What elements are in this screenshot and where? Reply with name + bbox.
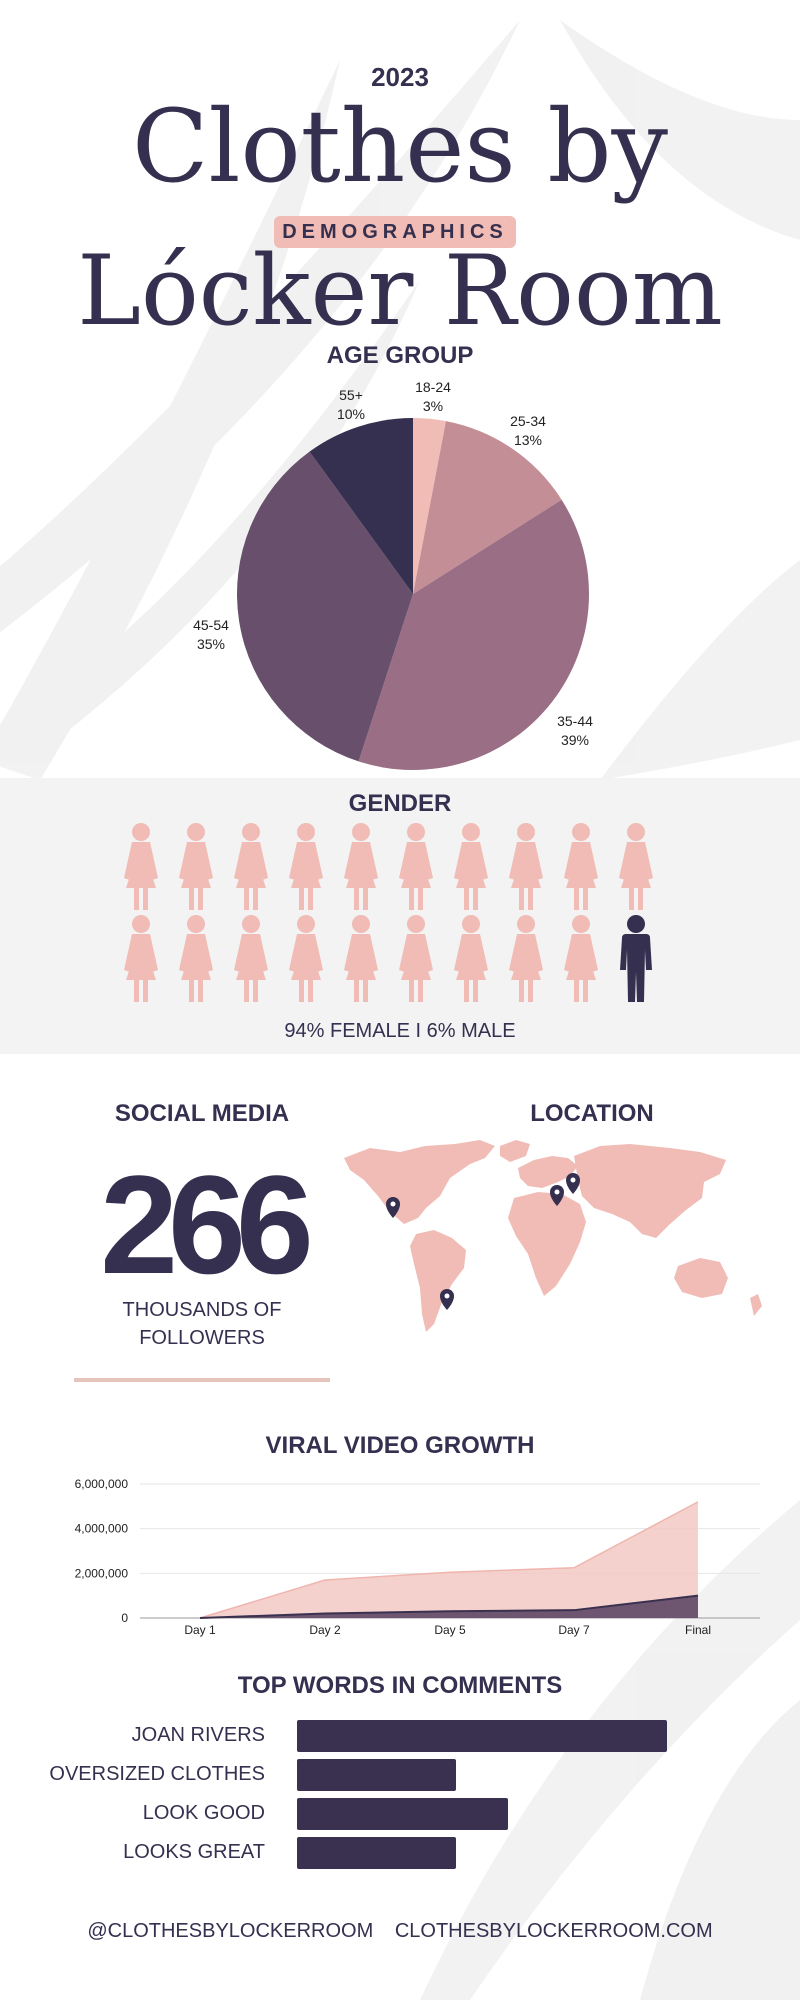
greenland-shape (500, 1140, 530, 1162)
australia-shape (674, 1258, 728, 1298)
age-group-title: AGE GROUP (326, 342, 474, 369)
male-person-icon (620, 915, 652, 1002)
pie-slice-55plus (309, 418, 413, 594)
female-person-icon (234, 915, 268, 1002)
location-pins (386, 1173, 580, 1310)
female-person-icon (124, 823, 158, 910)
viral-growth-chart: 6,000,000 4,000,000 2,000,000 0 Day 1 Day 2 Da… (75, 1477, 760, 1637)
pie-slice-25-34 (413, 421, 562, 594)
female-person-icon (564, 915, 598, 1002)
year-label: 2023 (371, 62, 429, 92)
female-person-icon (619, 823, 653, 910)
female-person-icon (509, 823, 543, 910)
female-person-icon (124, 915, 158, 1002)
word-label: JOAN RIVERS (131, 1724, 265, 1746)
pie-label-percent: 35% (196, 636, 226, 652)
north-america-shape (344, 1140, 495, 1224)
y-tick-label: 2,000,000 (75, 1566, 129, 1580)
word-bar (297, 1720, 667, 1752)
footer: @CLOTHESBYLOCKERROOM CLOTHESBYLOCKERROOM… (0, 1920, 800, 1943)
map-pin-icon (566, 1173, 580, 1194)
x-tick-label: Final (685, 1623, 711, 1637)
pie-label: 25-34 13% (488, 412, 568, 450)
x-tick-label: Day 5 (434, 1623, 466, 1637)
brand-title-line1: Clothes by (131, 88, 669, 205)
female-person-icon (179, 823, 213, 910)
area-series-2 (200, 1595, 698, 1618)
y-tick-label: 0 (121, 1611, 128, 1625)
pie-label-percent: 10% (336, 406, 366, 422)
pie-label-percent: 3% (422, 398, 444, 414)
y-tick-label: 4,000,000 (75, 1522, 129, 1536)
south-america-shape (410, 1230, 466, 1332)
area-series-line-1 (199, 1501, 699, 1619)
website-link: CLOTHESBYLOCKERROOM.COM (394, 1920, 713, 1942)
pie-label: 55+ 10% (311, 386, 391, 424)
social-handle: @CLOTHESBYLOCKERROOM (87, 1920, 374, 1942)
pie-label: 45-54 35% (171, 616, 251, 654)
divider-line (74, 1378, 330, 1382)
gender-caption: 94% FEMALE I 6% MALE (284, 1020, 516, 1042)
viral-video-title: VIRAL VIDEO GROWTH (265, 1432, 535, 1459)
followers-caption: THOUSANDS OF FOLLOWERS (82, 1296, 322, 1352)
demographics-badge: DEMOGRAPHICS (274, 216, 516, 248)
social-media-title: SOCIAL MEDIA (114, 1100, 290, 1127)
word-label: LOOK GOOD (142, 1802, 265, 1824)
female-person-icon (454, 823, 488, 910)
pie-slice-18-24 (413, 418, 446, 594)
asia-shape (574, 1144, 726, 1238)
top-words-title: TOP WORDS IN COMMENTS (237, 1672, 563, 1699)
female-person-icon (289, 823, 323, 910)
female-person-icon (179, 915, 213, 1002)
europe-shape (518, 1156, 578, 1188)
word-label: OVERSIZED CLOTHES (49, 1763, 265, 1785)
pie-label-percent: 13% (513, 432, 543, 448)
pie-label-category: 18-24 (415, 379, 451, 395)
pie-label-category: 45-54 (193, 617, 229, 633)
female-person-icon (234, 823, 268, 910)
followers-caption-line2: FOLLOWERS (139, 1327, 265, 1349)
area-series-1 (200, 1501, 698, 1618)
area-series-line-2 (199, 1594, 699, 1619)
pie-label-percent: 39% (560, 732, 590, 748)
word-bar (297, 1759, 456, 1791)
pie-slice-35-44 (358, 499, 589, 770)
followers-caption-line1: THOUSANDS OF (122, 1299, 282, 1321)
map-pin-icon (440, 1289, 454, 1310)
pie-label-category: 25-34 (510, 413, 546, 429)
pie-label-category: 55+ (339, 387, 363, 403)
pie-label: 18-24 3% (393, 378, 473, 416)
followers-number: 266 (100, 1146, 314, 1303)
female-person-icon (399, 915, 433, 1002)
female-person-icon (564, 823, 598, 910)
world-map (344, 1140, 762, 1332)
x-tick-label: Day 2 (309, 1623, 341, 1637)
brand-title-line2: Lócker Room (77, 235, 723, 347)
pie-slice-45-54 (237, 451, 413, 762)
word-label: LOOKS GREAT (123, 1841, 265, 1863)
africa-shape (508, 1192, 586, 1296)
female-person-icon (509, 915, 543, 1002)
map-pin-icon (550, 1185, 564, 1206)
female-person-icon (289, 915, 323, 1002)
female-person-icon (344, 823, 378, 910)
pie-label-category: 35-44 (557, 713, 593, 729)
x-tick-label: Day 7 (558, 1623, 590, 1637)
new-zealand-shape (750, 1294, 762, 1316)
gender-title: GENDER (348, 790, 452, 817)
gender-section (0, 778, 800, 1054)
female-person-icon (399, 823, 433, 910)
word-bar (297, 1837, 456, 1869)
x-tick-label: Day 1 (184, 1623, 216, 1637)
location-title: LOCATION (530, 1100, 654, 1127)
female-person-icon (344, 915, 378, 1002)
y-tick-label: 6,000,000 (75, 1477, 129, 1491)
age-pie-chart (237, 418, 589, 770)
female-person-icon (454, 915, 488, 1002)
map-pin-icon (386, 1197, 400, 1218)
pie-label: 35-44 39% (535, 712, 615, 750)
word-bar (297, 1798, 508, 1830)
